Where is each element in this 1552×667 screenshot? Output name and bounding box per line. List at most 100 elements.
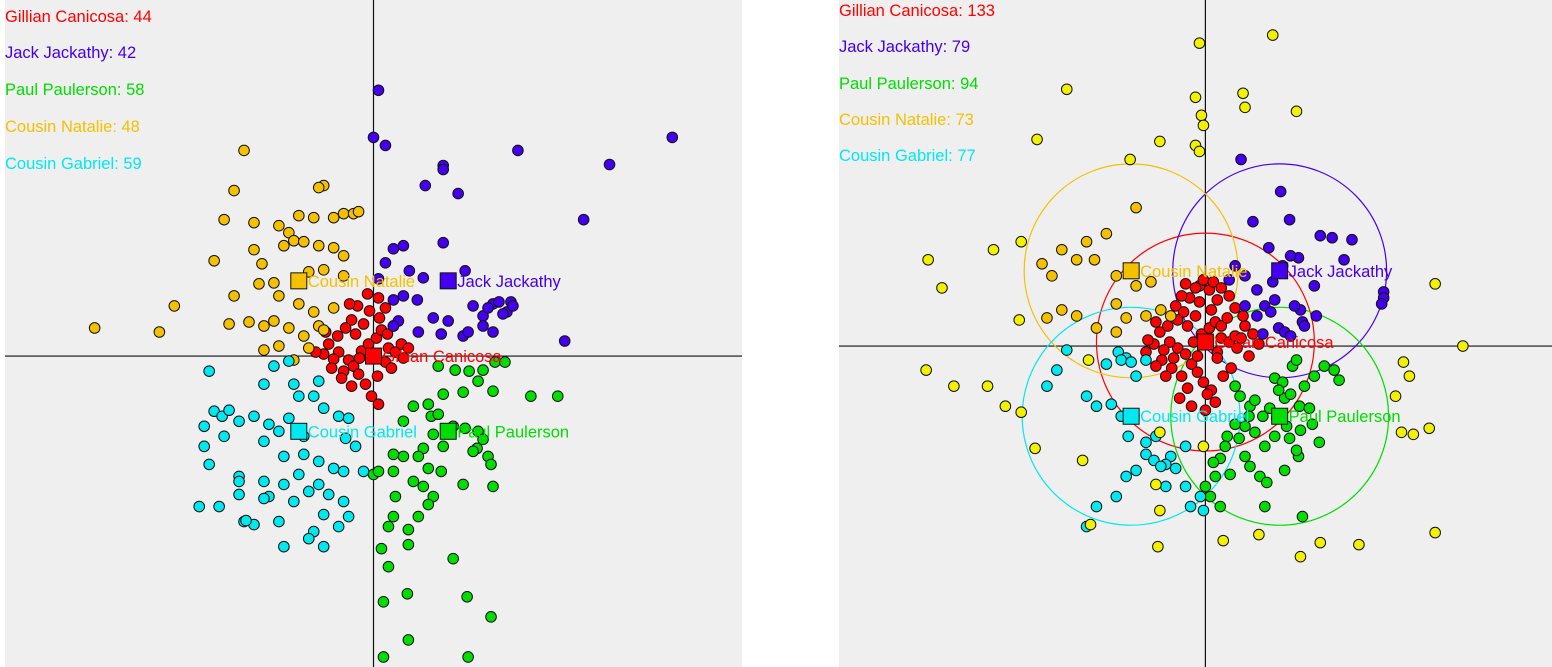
data-point	[382, 560, 395, 573]
data-point	[1041, 380, 1053, 392]
data-point	[1015, 406, 1028, 419]
legend-count: 42	[117, 44, 137, 62]
data-point	[1251, 310, 1263, 322]
data-point	[1041, 312, 1053, 324]
centroid-marker	[365, 347, 382, 365]
data-point	[293, 390, 305, 402]
data-point	[1257, 328, 1269, 340]
data-point	[412, 326, 425, 338]
data-point	[352, 205, 365, 218]
data-point	[1046, 270, 1058, 282]
data-point	[457, 386, 469, 398]
data-point	[317, 508, 330, 521]
data-point	[427, 312, 440, 324]
data-point	[1100, 358, 1113, 370]
data-point	[1229, 418, 1241, 431]
data-point	[462, 651, 474, 663]
data-point	[1314, 229, 1327, 242]
data-point	[1251, 284, 1263, 296]
data-point	[1205, 304, 1218, 316]
data-point	[1214, 500, 1227, 513]
data-point	[1338, 253, 1350, 266]
data-point	[1231, 342, 1243, 354]
data-point	[1177, 306, 1190, 318]
data-point	[1185, 358, 1198, 370]
data-point	[273, 340, 285, 352]
data-point	[402, 342, 415, 354]
data-point	[402, 634, 415, 646]
data-point	[1124, 153, 1136, 166]
data-point	[302, 342, 315, 354]
data-point	[335, 372, 348, 384]
centroid-marker	[290, 422, 308, 440]
data-point	[353, 352, 366, 364]
data-point	[385, 362, 398, 374]
data-point	[1457, 340, 1469, 352]
data-point	[208, 254, 220, 267]
data-point	[203, 458, 215, 471]
data-point	[1197, 504, 1210, 517]
data-point	[1294, 424, 1307, 437]
data-point	[1110, 490, 1123, 503]
data-point	[288, 378, 300, 390]
data-point	[1150, 316, 1162, 328]
centroid-label: Paul Paulerson	[457, 423, 569, 441]
data-point	[402, 523, 415, 536]
data-point	[920, 364, 932, 376]
data-point	[437, 388, 450, 400]
data-point	[343, 298, 356, 310]
legend-count: 73	[955, 111, 974, 129]
data-point	[263, 418, 275, 431]
data-point	[1189, 310, 1202, 322]
data-point	[317, 402, 330, 415]
data-point	[1179, 278, 1192, 290]
data-point	[1158, 344, 1170, 356]
data-point	[577, 213, 590, 226]
data-point	[372, 465, 385, 478]
data-point	[1191, 350, 1204, 362]
data-point	[357, 465, 370, 478]
data-point	[1284, 388, 1297, 400]
data-point	[1290, 354, 1303, 366]
data-point	[1346, 233, 1358, 246]
data-point	[1259, 500, 1271, 513]
data-point	[258, 475, 270, 488]
data-point	[1268, 294, 1281, 306]
data-point	[317, 264, 330, 276]
right-chart-panel: Gillian Canicosa Jack Jackathy Paul Pauler…	[839, 0, 1552, 667]
data-point	[1013, 314, 1026, 326]
data-point	[1140, 354, 1152, 366]
data-point	[273, 515, 285, 528]
data-point	[1154, 426, 1166, 439]
data-point	[297, 330, 310, 342]
data-point	[198, 440, 210, 453]
data-point	[379, 256, 392, 269]
data-point	[485, 611, 497, 623]
data-point	[1175, 370, 1188, 382]
data-point	[987, 243, 1000, 256]
data-point	[1060, 83, 1073, 96]
data-point	[1159, 480, 1172, 493]
centroid-label: Paul Paulerson	[1289, 408, 1401, 426]
data-point	[1185, 400, 1198, 413]
data-point	[422, 398, 435, 411]
data-point	[1310, 310, 1323, 322]
data-point	[1229, 380, 1241, 392]
data-point	[437, 236, 450, 249]
data-point	[1120, 312, 1132, 324]
data-point	[1140, 310, 1152, 322]
data-point	[283, 412, 295, 425]
data-point	[1235, 332, 1247, 344]
right-scatter-plot: Gillian Canicosa Jack Jackathy Paul Pauler…	[839, 0, 1552, 667]
data-point	[1130, 201, 1142, 214]
data-point	[1221, 312, 1233, 324]
data-point	[331, 330, 344, 342]
data-point	[981, 380, 994, 392]
data-point	[412, 510, 425, 523]
data-point	[407, 400, 420, 413]
data-point	[1150, 360, 1162, 372]
legend-item: Paul Paulerson: 94	[839, 75, 979, 93]
data-point	[1215, 320, 1228, 332]
data-point	[435, 328, 448, 340]
data-point	[1243, 410, 1255, 423]
